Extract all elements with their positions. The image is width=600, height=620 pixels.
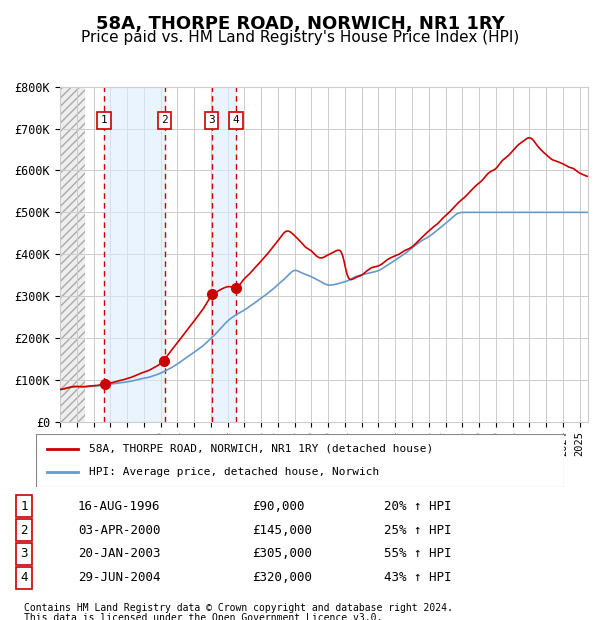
Text: HPI: Average price, detached house, Norwich: HPI: Average price, detached house, Norw…: [89, 467, 379, 477]
Text: 3: 3: [20, 547, 28, 560]
Text: £90,000: £90,000: [252, 500, 305, 513]
Text: 25% ↑ HPI: 25% ↑ HPI: [384, 524, 452, 536]
Text: 29-JUN-2004: 29-JUN-2004: [78, 572, 161, 584]
Text: £145,000: £145,000: [252, 524, 312, 536]
Text: 1: 1: [101, 115, 107, 125]
Text: 3: 3: [208, 115, 215, 125]
Text: 43% ↑ HPI: 43% ↑ HPI: [384, 572, 452, 584]
Text: 2: 2: [161, 115, 168, 125]
Text: 20-JAN-2003: 20-JAN-2003: [78, 547, 161, 560]
Polygon shape: [60, 87, 85, 422]
Text: 20% ↑ HPI: 20% ↑ HPI: [384, 500, 452, 513]
Text: £305,000: £305,000: [252, 547, 312, 560]
Bar: [104, 87, 165, 422]
Text: Contains HM Land Registry data © Crown copyright and database right 2024.: Contains HM Land Registry data © Crown c…: [24, 603, 453, 613]
Text: 1: 1: [20, 500, 28, 513]
Text: 16-AUG-1996: 16-AUG-1996: [78, 500, 161, 513]
Text: 58A, THORPE ROAD, NORWICH, NR1 1RY (detached house): 58A, THORPE ROAD, NORWICH, NR1 1RY (deta…: [89, 444, 433, 454]
Text: 58A, THORPE ROAD, NORWICH, NR1 1RY: 58A, THORPE ROAD, NORWICH, NR1 1RY: [95, 16, 505, 33]
Bar: [212, 87, 236, 422]
Text: This data is licensed under the Open Government Licence v3.0.: This data is licensed under the Open Gov…: [24, 613, 382, 620]
Text: 03-APR-2000: 03-APR-2000: [78, 524, 161, 536]
Text: Price paid vs. HM Land Registry's House Price Index (HPI): Price paid vs. HM Land Registry's House …: [81, 30, 519, 45]
Text: £320,000: £320,000: [252, 572, 312, 584]
Text: 55% ↑ HPI: 55% ↑ HPI: [384, 547, 452, 560]
Text: 2: 2: [20, 524, 28, 536]
Text: 4: 4: [20, 572, 28, 584]
Text: 4: 4: [232, 115, 239, 125]
